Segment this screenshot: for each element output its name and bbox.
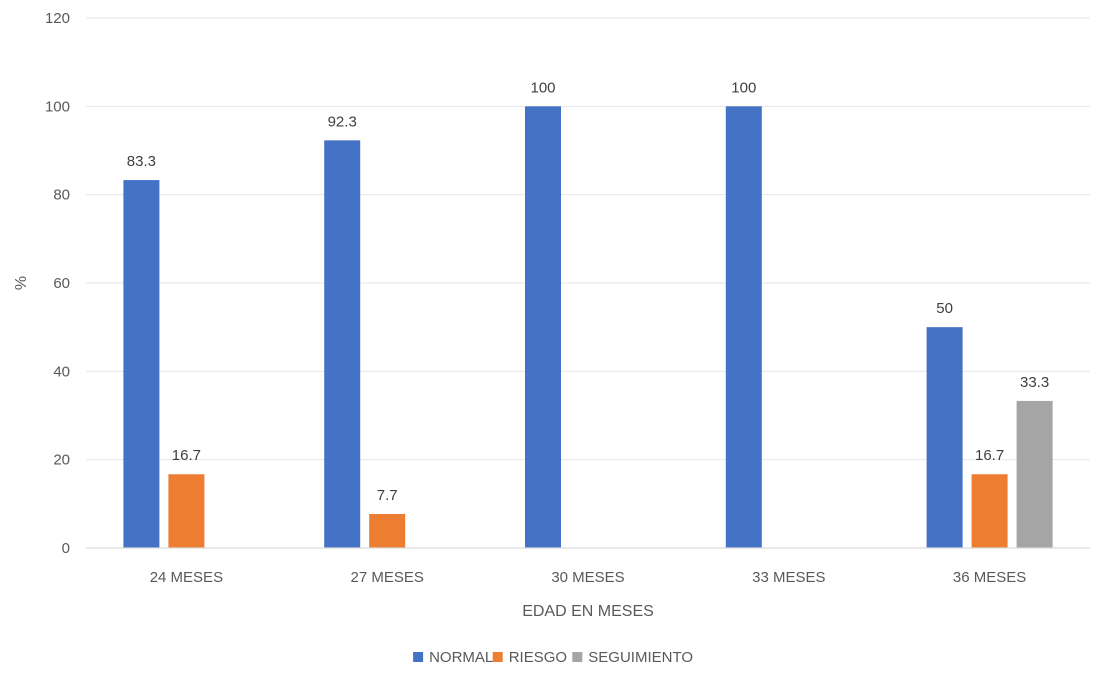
y-tick-label: 40 [53, 363, 70, 380]
bar-normal-4 [725, 106, 762, 548]
y-axis-title: % [13, 276, 30, 290]
data-label: 83.3 [127, 153, 156, 170]
bars [123, 106, 1053, 548]
bar-seguimiento-5 [1016, 400, 1053, 548]
bar-riesgo-5 [971, 474, 1008, 548]
y-tick-label: 100 [45, 98, 70, 115]
data-label: 33.3 [1020, 374, 1049, 391]
legend-swatch-riesgo [492, 652, 503, 662]
data-label: 92.3 [328, 113, 357, 130]
legend-label: SEGUIMIENTO [588, 649, 693, 666]
x-tick-label: 30 MESES [551, 569, 624, 586]
legend-swatch-normal [413, 652, 424, 662]
data-label: 100 [731, 79, 756, 96]
bar-normal-1 [123, 180, 160, 548]
data-label: 7.7 [377, 487, 398, 504]
x-tick-label: 33 MESES [752, 569, 825, 586]
x-tick-label: 36 MESES [953, 569, 1026, 586]
y-tick-label: 120 [45, 10, 70, 27]
data-label: 16.7 [975, 447, 1004, 464]
bar-riesgo-2 [369, 513, 406, 548]
y-tick-label: 80 [53, 187, 70, 204]
bar-normal-5 [926, 327, 963, 548]
bar-normal-2 [324, 140, 361, 548]
x-tick-label: 24 MESES [150, 569, 223, 586]
data-label: 100 [530, 79, 555, 96]
y-tick-label: 60 [53, 275, 70, 292]
x-axis-title: EDAD EN MESES [522, 603, 654, 620]
x-axis-ticks: 24 MESES 27 MESES 30 MESES 33 MESES 36 MESES [150, 569, 1027, 586]
y-tick-label: 0 [62, 540, 70, 557]
legend: NORMAL RIESGO SEGUIMIENTO [413, 649, 693, 666]
legend-swatch-seguimiento [572, 652, 583, 662]
data-labels: 83.3 16.7 92.3 7.7 100 100 50 16.7 33.3 [127, 79, 1049, 504]
bar-normal-3 [525, 106, 561, 548]
bar-riesgo-1 [168, 474, 205, 548]
legend-label: NORMAL [429, 649, 493, 666]
y-axis-ticks: 0 20 40 60 80 100 120 [45, 10, 70, 557]
x-tick-label: 27 MESES [351, 569, 424, 586]
gridlines [86, 17, 1090, 461]
y-tick-label: 20 [53, 452, 70, 469]
legend-label: RIESGO [509, 649, 567, 666]
data-label: 16.7 [172, 447, 201, 464]
data-label: 50 [936, 300, 953, 317]
